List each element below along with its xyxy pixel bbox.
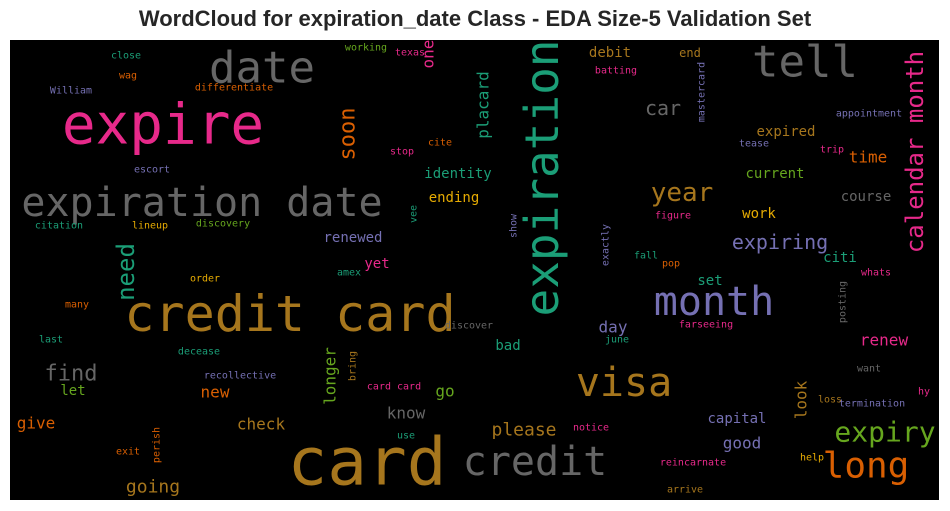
word-tease: tease [739,139,769,150]
word-stop: stop [390,147,414,158]
word-go: go [435,382,454,401]
word-soon: soon [336,108,361,161]
word-many: many [65,300,89,311]
word-card-card: card card [367,382,421,393]
word-renew: renew [860,331,909,350]
word-recollective: recollective [204,371,276,382]
word-use: use [397,431,415,442]
word-appointment: appointment [836,109,902,120]
word-trip: trip [820,145,844,156]
word-citation: citation [35,221,83,232]
word-check: check [237,415,286,434]
word-identity: identity [424,166,491,182]
word-figure: figure [655,211,691,222]
word-expiry: expiry [834,416,935,449]
word-mastercard: mastercard [697,62,708,122]
word-amex: amex [337,268,361,279]
word-tell: tell [752,40,858,88]
word-expiration-date: expiration date [21,180,382,226]
wordcloud-svg: card expire credit card expiration date tell e… [17,40,936,501]
word-long: long [823,446,910,487]
word-renewed: renewed [323,230,382,246]
word-discover: discover [445,321,493,332]
word-discovery: discovery [196,219,250,230]
word-close: close [111,51,141,62]
wordcloud-canvas: card expire credit card expiration date tell e… [10,40,939,500]
word-exactly: exactly [601,224,612,266]
word-going: going [126,477,180,498]
word-new: new [201,383,230,402]
word-time: time [849,148,888,167]
word-please: please [491,420,556,441]
word-hy: hy [918,387,930,398]
word-end: end [679,46,701,60]
word-cite: cite [428,138,452,149]
word-termination: termination [839,399,905,410]
word-want: want [857,364,881,375]
word-vee: vee [409,205,420,223]
word-look: look [792,380,811,419]
word-show: show [509,213,520,238]
word-perish: perish [152,427,163,463]
word-placard: placard [474,71,493,138]
chart-title: WordCloud for expiration_date Class - ED… [138,6,812,31]
word-course: course [841,189,892,205]
word-fall: fall [634,251,658,262]
word-arrive: arrive [667,485,703,496]
word-texas: texas [395,48,425,59]
word-credit: credit [463,439,608,485]
word-need: need [112,243,140,301]
word-working: working [345,43,387,54]
word-lineup: lineup [132,221,168,232]
word-pop: pop [662,259,680,270]
word-let: let [60,383,85,399]
word-find: find [45,362,98,387]
word-give: give [17,414,56,433]
word-know: know [387,404,426,423]
word-capital: capital [707,411,766,427]
word-expiration: expiration [515,40,569,316]
word-set: set [697,273,722,289]
word-car: car [645,96,681,120]
word-visa: visa [576,360,672,406]
word-notice: notice [573,423,609,434]
word-escort: escort [134,165,170,176]
word-longer: longer [321,347,340,405]
word-bring: bring [348,351,359,381]
word-bad: bad [495,338,520,354]
word-one: one [419,40,438,68]
word-date: date [209,43,315,94]
word-good: good [723,434,762,453]
word-debit: debit [589,45,631,61]
word-last: last [39,335,63,346]
word-expire: expire [62,93,264,158]
word-whats: whats [861,268,891,279]
word-posting: posting [838,281,849,323]
word-month: month [654,279,774,325]
word-citi: citi [823,250,857,266]
word-work: work [742,206,776,222]
word-year: year [651,178,714,208]
word-help: help [800,453,824,464]
word-reincarnate: reincarnate [660,458,726,469]
word-exit: exit [116,447,140,458]
word-credit-card: credit card [124,285,455,343]
word-batting: batting [595,66,637,77]
word-loss: loss [818,395,842,406]
word-expired: expired [756,124,815,140]
word-order: order [190,274,220,285]
word-yet: yet [364,256,389,272]
word-card: card [288,424,447,501]
word-expiring: expiring [732,230,828,254]
word-william: William [50,86,92,97]
word-decease: decease [178,347,220,358]
word-calendar-month: calendar month [901,51,929,253]
word-day: day [599,318,628,337]
word-wag: wag [119,71,137,82]
word-farseeing: farseeing [679,320,733,331]
word-current: current [745,166,804,182]
word-june: june [605,335,629,346]
word-differentiate: differentiate [195,83,273,94]
word-ending: ending [429,190,480,206]
